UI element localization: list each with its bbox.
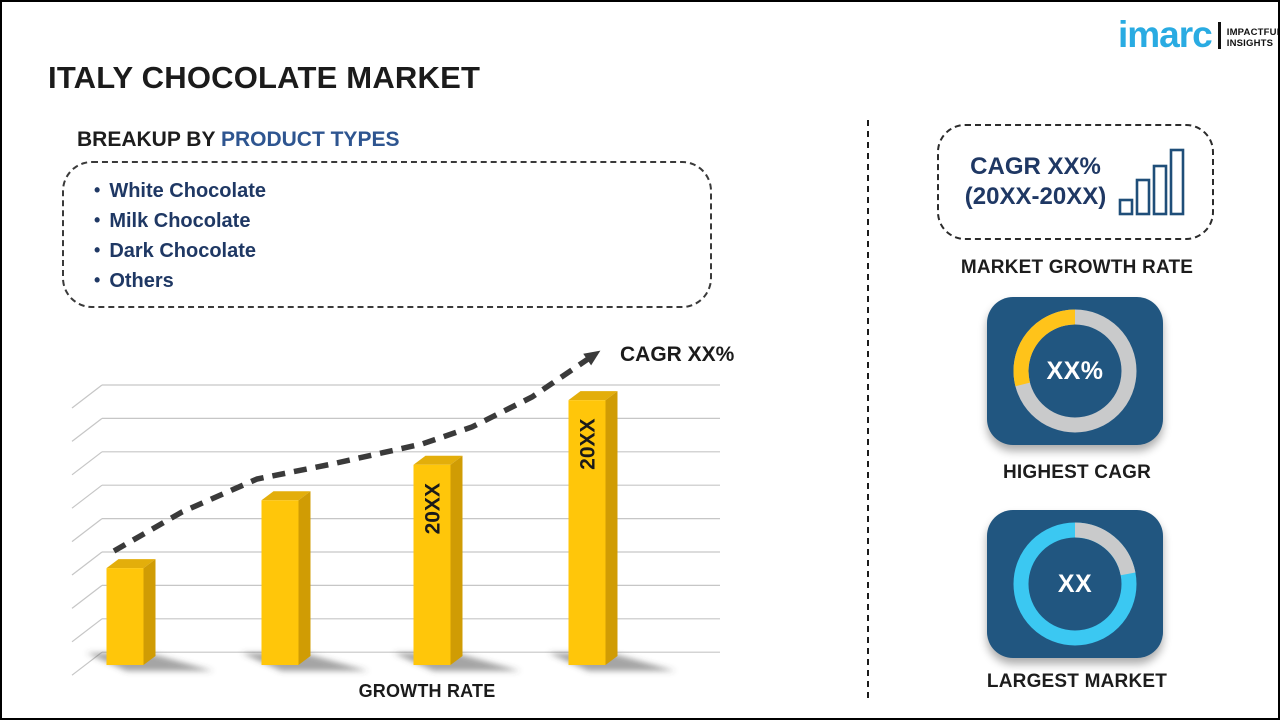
largest-market-caption: LARGEST MARKET: [986, 671, 1168, 692]
highest-cagr-caption: HIGHEST CAGR: [1002, 462, 1152, 483]
product-types-box: White Chocolate Milk Chocolate Dark Choc…: [62, 161, 712, 308]
logo-divider: [1217, 22, 1221, 49]
section-divider: [867, 120, 869, 702]
highest-cagr-value: XX%: [1046, 356, 1104, 385]
imarc-wordmark: imarc: [1118, 14, 1213, 55]
list-item: Milk Chocolate: [94, 206, 710, 236]
bar-labels: 20XX 20XX: [422, 418, 600, 534]
bar-chart-icon: [1118, 148, 1185, 216]
highest-cagr-donut: [1013, 309, 1137, 433]
breakup-heading: BREAKUP BY PRODUCT TYPES: [77, 128, 400, 151]
trend-arrow: [112, 350, 601, 554]
list-item: Dark Chocolate: [94, 236, 710, 266]
list-item: Others: [94, 266, 710, 296]
largest-market-tile: XX: [987, 510, 1163, 658]
page-title: ITALY CHOCOLATE MARKET: [48, 60, 481, 95]
x-axis-label: GROWTH RATE: [358, 681, 496, 701]
highest-cagr-tile: XX%: [987, 297, 1163, 445]
imarc-logo: imarc IMPACTFUL INSIGHTS: [1118, 14, 1280, 55]
svg-text:20XX: 20XX: [422, 483, 445, 534]
svg-text:20XX: 20XX: [577, 418, 600, 469]
product-types-list: White Chocolate Milk Chocolate Dark Choc…: [64, 163, 710, 296]
chart-bars: [106, 391, 618, 665]
list-item: White Chocolate: [94, 176, 710, 206]
largest-market-value: XX: [1057, 569, 1093, 598]
trend-label: CAGR XX%: [620, 343, 735, 366]
market-growth-rate-box: CAGR XX% (20XX-20XX): [937, 124, 1214, 240]
growth-bar-chart: 20XX 20XX: [71, 350, 720, 676]
logo-tagline: IMPACTFUL INSIGHTS: [1226, 27, 1280, 49]
chart-gridlines: [71, 384, 720, 676]
market-growth-rate-caption: MARKET GROWTH RATE: [960, 257, 1194, 278]
largest-market-donut: [1013, 522, 1137, 646]
cagr-text: CAGR XX% (20XX-20XX): [964, 153, 1107, 210]
